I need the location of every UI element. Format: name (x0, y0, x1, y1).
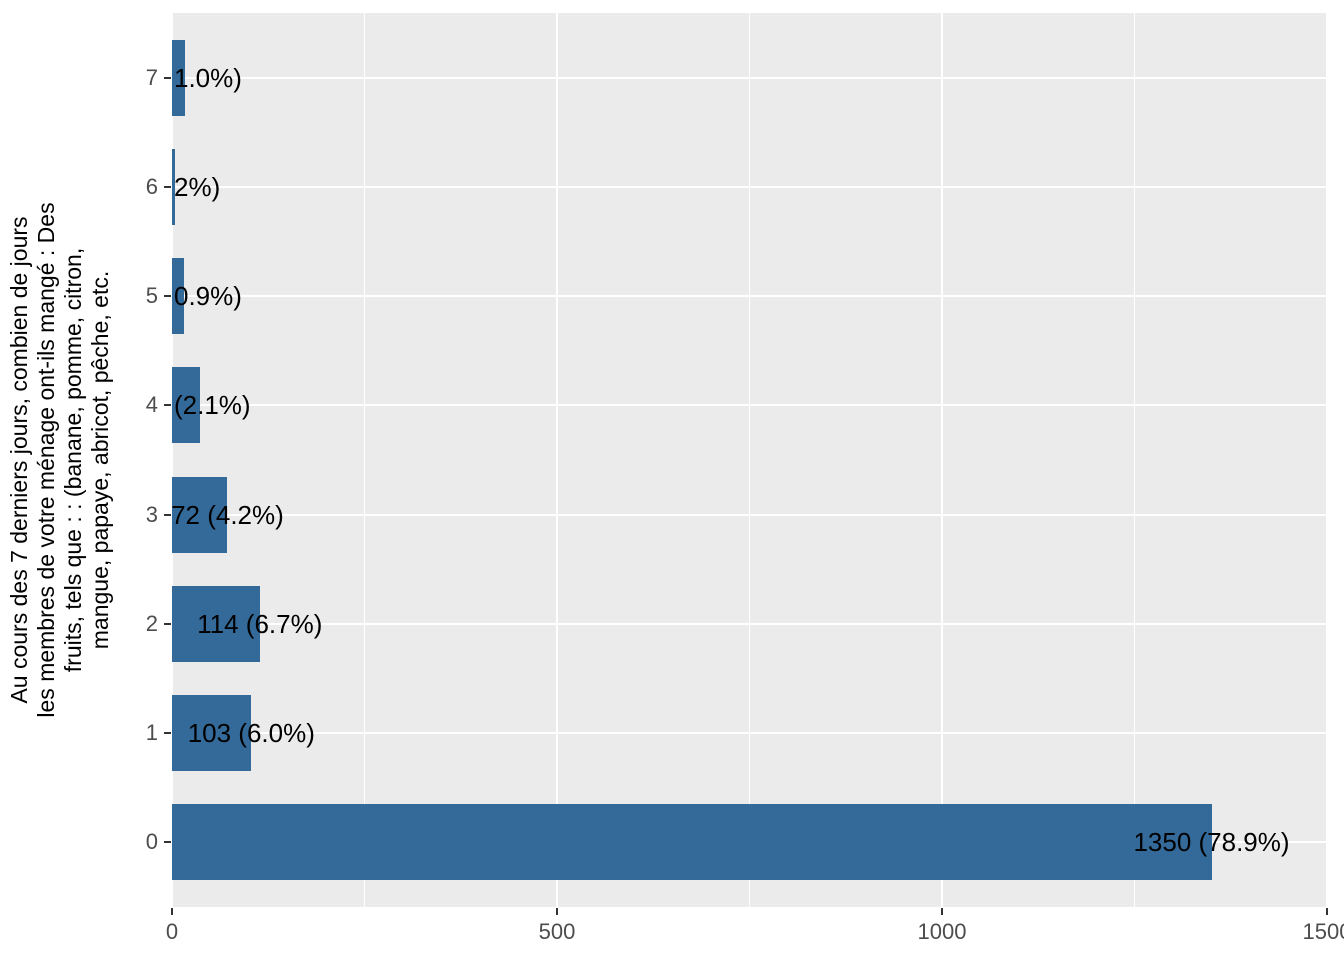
x-tick-label-1500: 1500 (1302, 919, 1344, 944)
x-tick-label-1000: 1000 (917, 919, 967, 944)
y-tick-label-1: 1 (145, 719, 158, 745)
bar-label-cat-7: 1.0%) (174, 63, 242, 94)
bar-cat-7 (172, 40, 186, 117)
y-tick-label-4: 4 (145, 392, 158, 418)
gridline-major-x-1500 (1326, 13, 1327, 907)
y-tick-mark-3 (164, 513, 171, 516)
y-axis-title-line: fruits, tels que : : (banane, pomme, cit… (60, 247, 86, 673)
bar-cat-5 (172, 258, 184, 335)
y-axis-title-line: les membres de votre ménage ont-ils mang… (33, 202, 59, 718)
gridline-major-y-6 (172, 186, 1327, 189)
bar-label-cat-0: 1350 (78.9%) (1133, 826, 1290, 857)
gridline-major-y-4 (172, 404, 1327, 407)
plot-panel: 1350 (78.9%) 103 (6.0%) 114 (6.7%) 72 (4.2%… (172, 13, 1327, 907)
x-tick-mark-1000 (941, 908, 943, 915)
y-tick-label-6: 6 (145, 174, 158, 200)
bar-cat-3 (172, 476, 228, 553)
gridline-minor-x-250 (364, 13, 365, 907)
gridline-major-x-1000 (941, 13, 943, 907)
bar-cat-6 (172, 149, 176, 226)
y-tick-label-0: 0 (145, 828, 158, 854)
x-tick-label-0: 0 (165, 919, 179, 944)
y-tick-label-2: 2 (145, 610, 158, 636)
gridline-minor-x-1250 (1134, 13, 1135, 907)
bar-cat-0 (172, 803, 1212, 880)
gridline-major-x-500 (556, 13, 558, 907)
bar-cat-2 (172, 585, 260, 662)
gridline-major-y-2 (172, 622, 1327, 625)
bar-cat-1 (172, 694, 252, 771)
gridline-major-y-7 (172, 77, 1327, 80)
gridline-major-y-5 (172, 295, 1327, 298)
bar-cat-4 (172, 367, 200, 444)
bar-label-cat-1: 103 (6.0%) (187, 717, 315, 748)
y-tick-mark-4 (164, 404, 171, 407)
bar-label-cat-3: 72 (4.2%) (172, 499, 284, 530)
y-tick-mark-5 (164, 295, 171, 298)
y-axis-title: Au cours des 7 derniers jours, combien d… (6, 0, 114, 920)
x-tick-mark-0 (171, 908, 173, 915)
bar-label-cat-4: (2.1%) (174, 390, 251, 421)
y-tick-mark-1 (164, 731, 171, 734)
y-tick-label-5: 5 (145, 283, 158, 309)
gridline-major-y-3 (172, 513, 1327, 516)
bar-label-cat-6: 2%) (174, 172, 221, 203)
y-tick-label-7: 7 (145, 65, 158, 91)
y-tick-mark-0 (164, 840, 171, 843)
y-tick-mark-7 (164, 77, 171, 80)
x-tick-mark-500 (556, 908, 558, 915)
x-tick-mark-1500 (1326, 908, 1328, 915)
y-axis-title-line: mangue, papaye, abricot, pêche, etc. (87, 270, 113, 650)
bar-label-cat-2: 114 (6.7%) (197, 608, 323, 639)
y-tick-mark-6 (164, 186, 171, 189)
x-tick-label-500: 500 (538, 919, 576, 944)
gridline-major-y-1 (172, 731, 1327, 734)
bar-label-cat-5: 0.9%) (174, 281, 242, 312)
y-tick-mark-2 (164, 622, 171, 625)
y-tick-label-3: 3 (145, 501, 158, 527)
gridline-major-x-0 (172, 13, 173, 907)
gridline-minor-x-750 (749, 13, 750, 907)
y-axis-title-line: Au cours des 7 derniers jours, combien d… (6, 216, 32, 704)
